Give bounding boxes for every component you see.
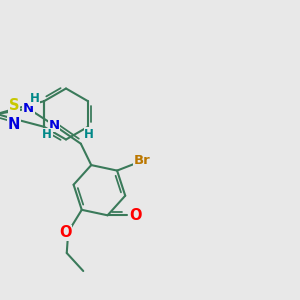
Text: H: H (84, 128, 94, 141)
Text: S: S (9, 98, 19, 113)
Text: Br: Br (134, 154, 151, 167)
Text: O: O (59, 225, 71, 240)
Text: H: H (42, 128, 52, 141)
Text: H: H (30, 92, 40, 106)
Text: N: N (23, 102, 34, 115)
Text: N: N (48, 118, 59, 132)
Text: O: O (129, 208, 141, 223)
Text: N: N (8, 117, 20, 132)
